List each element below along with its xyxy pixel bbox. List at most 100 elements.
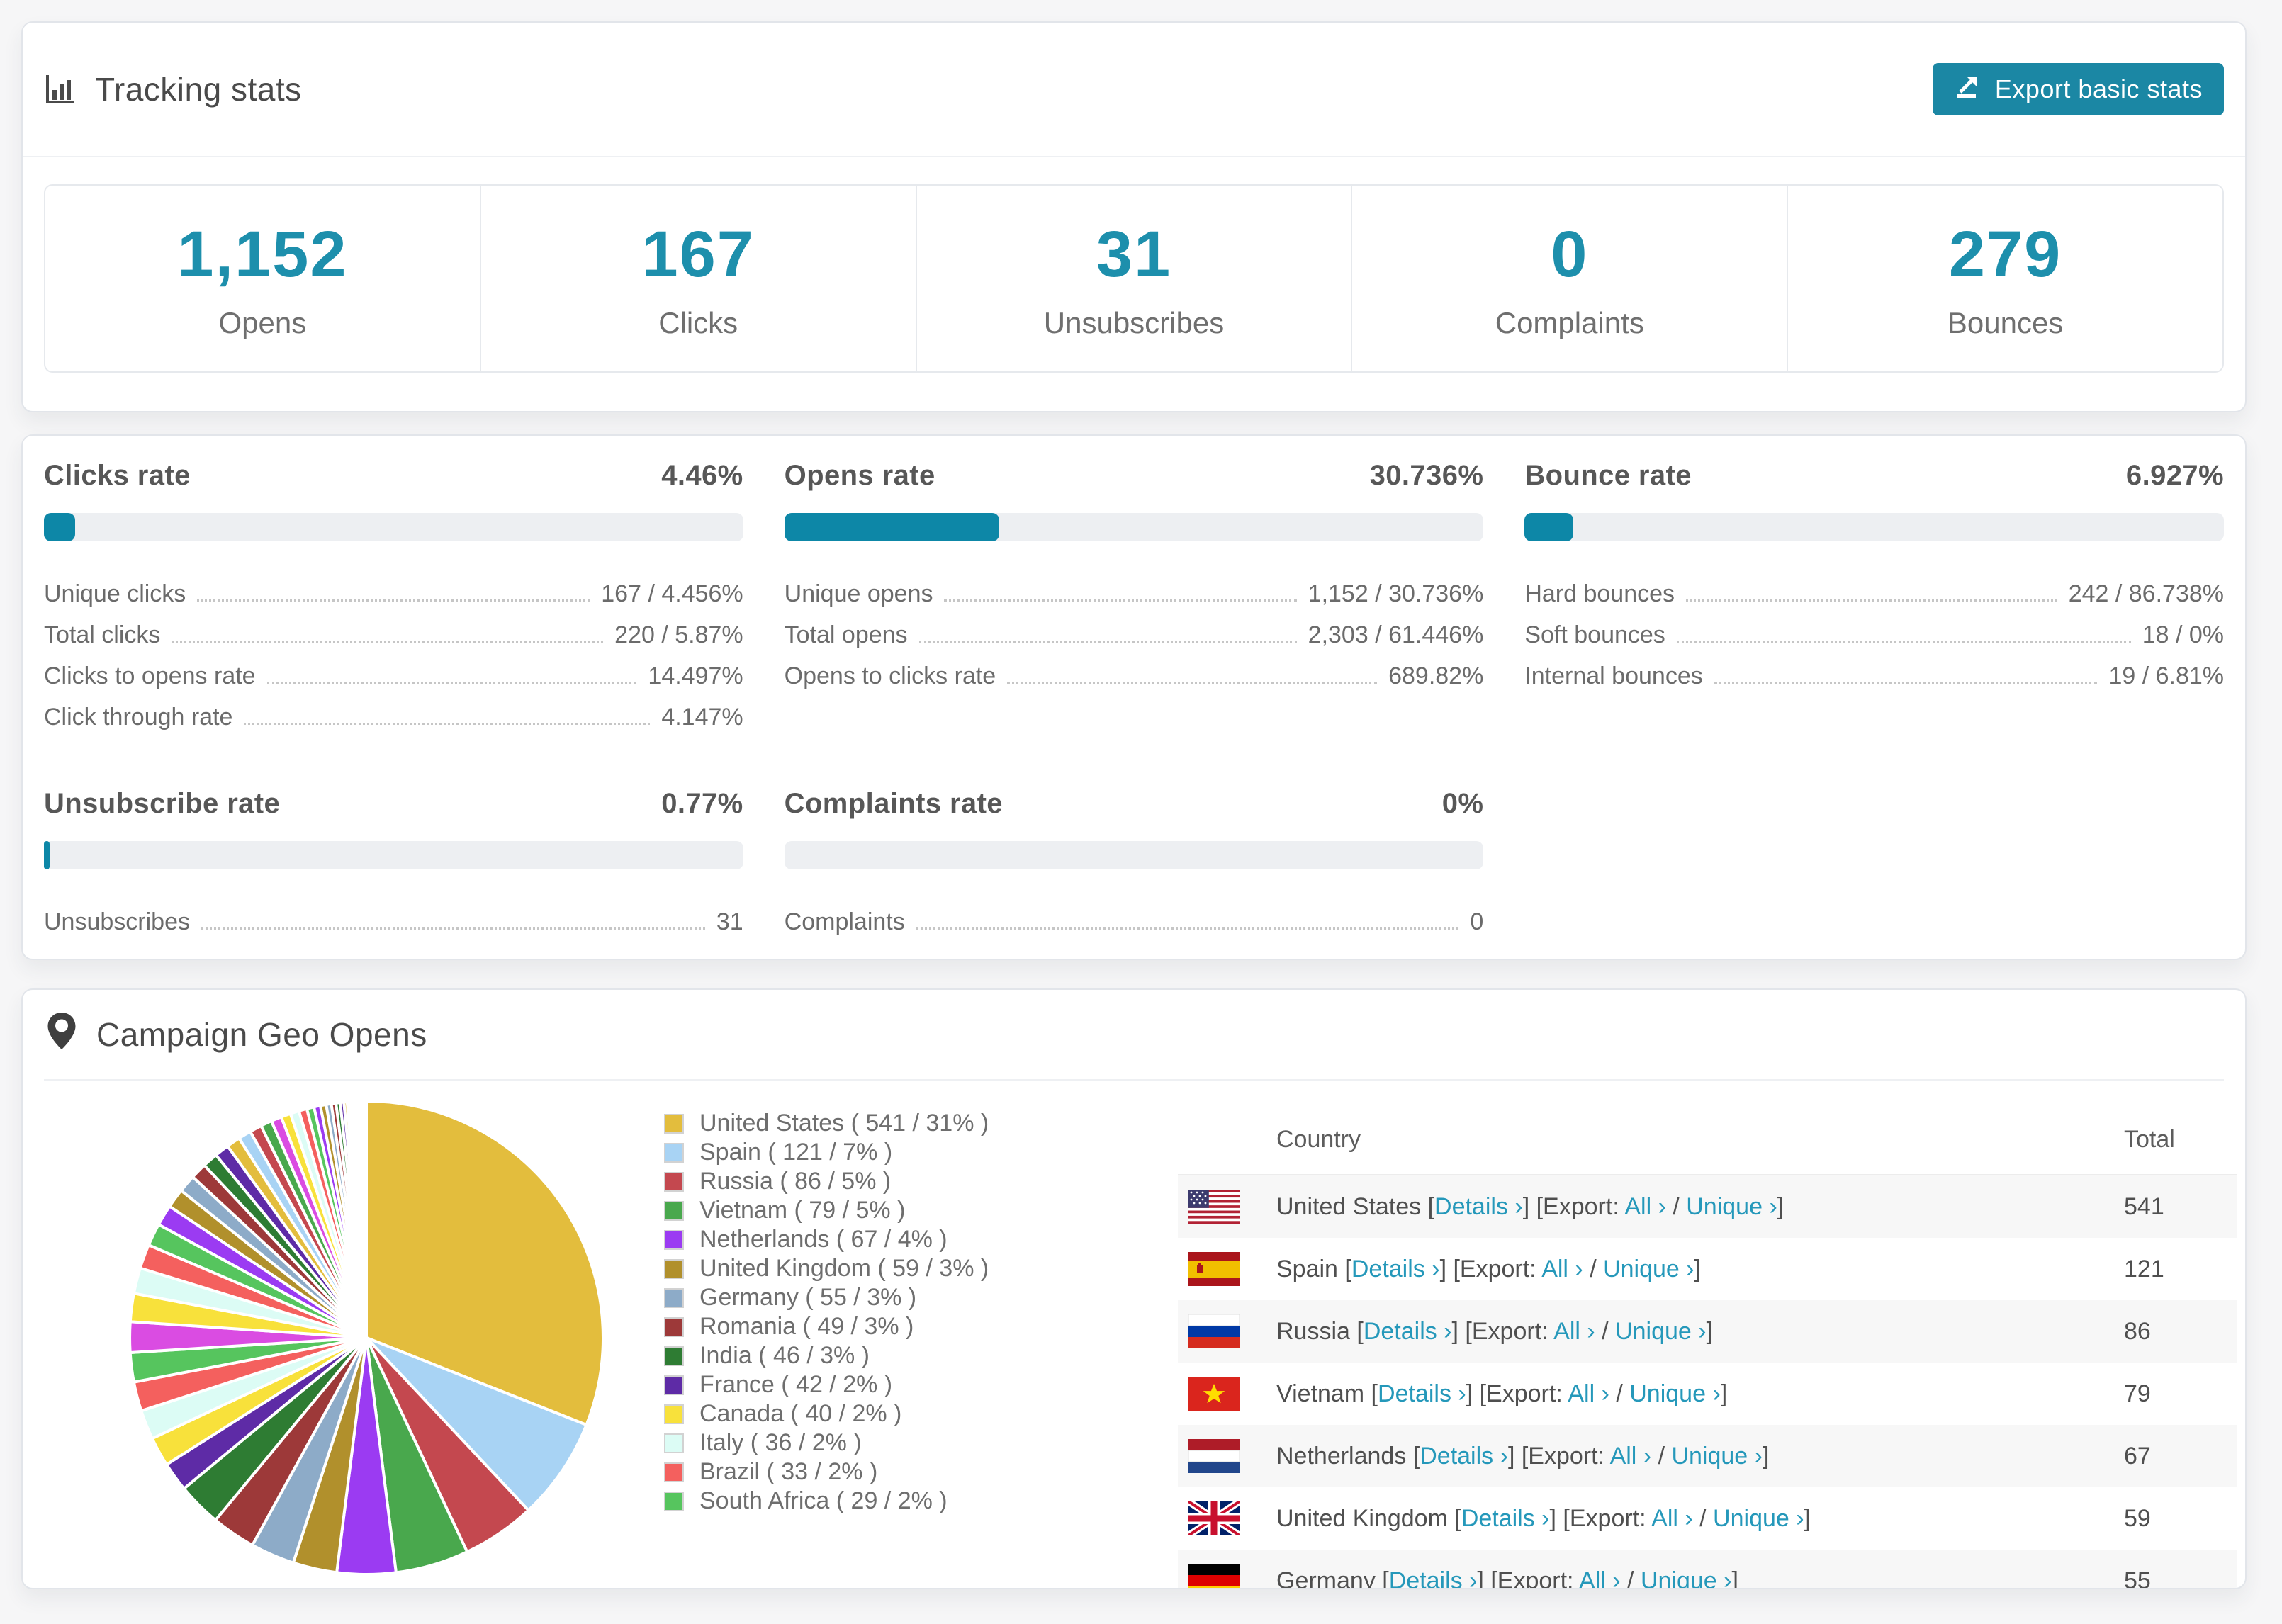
stat-row-value: 1,152 / 30.736% [1308,580,1484,607]
rates-card: Clicks rate 4.46% Unique clicks 167 / 4.4… [21,434,2247,960]
stat-row-label: Total clicks [44,621,161,648]
dotted-leader [197,599,590,602]
stat-row: Click through rate 4.147% [44,693,743,734]
legend-label: France ( 42 / 2% ) [699,1371,893,1398]
stat-row-value: 0 [1470,908,1484,935]
legend-label: United Kingdom ( 59 / 3% ) [699,1255,989,1282]
total-value: 67 [2124,1442,2151,1470]
export-all-link[interactable]: All › [1541,1255,1583,1282]
geo-opens-header: Campaign Geo Opens [23,990,2245,1079]
export-unique-link[interactable]: Unique › [1629,1380,1721,1407]
export-unique-link[interactable]: Unique › [1603,1255,1694,1282]
rate-panel-opens: Opens rate 30.736% Unique opens 1,152 / 3… [784,460,1484,734]
stat-row-label: Internal bounces [1524,662,1703,689]
stat-row-value: 220 / 5.87% [614,621,743,648]
legend-swatch [664,1258,684,1279]
export-unique-link[interactable]: Unique › [1671,1442,1763,1470]
export-icon [1954,72,1982,107]
country-cell: Russia [Details ›] [Export: All › / Uniq… [1276,1317,1714,1345]
details-link[interactable]: Details › [1434,1192,1523,1220]
dotted-leader [1686,599,2057,602]
tracking-stats-card: Tracking stats Export basic stats 1,152 … [21,21,2247,412]
legend-label: Italy ( 36 / 2% ) [699,1429,862,1456]
country-row-ru: Russia [Details ›] [Export: All › / Uniq… [1178,1300,2237,1363]
progress-bar [1524,513,2224,541]
stat-row-label: Complaints [784,908,905,935]
stat-row-value: 31 [716,908,743,935]
total-value: 55 [2124,1567,2151,1589]
export-all-link[interactable]: All › [1624,1192,1666,1220]
es-flag-icon [1188,1252,1240,1286]
dotted-leader [1007,682,1378,684]
rate-panel-clicks: Clicks rate 4.46% Unique clicks 167 / 4.4… [44,460,743,734]
stat-row-value: 4.147% [661,704,743,731]
total-value: 59 [2124,1504,2151,1532]
legend-swatch [664,1171,684,1192]
legend-item: Spain ( 121 / 7% ) [664,1138,989,1167]
geo-body: United States ( 541 / 31% ) Spain ( 121 /… [23,1081,2245,1589]
export-unique-link[interactable]: Unique › [1615,1317,1707,1345]
country-row-es: Spain [Details ›] [Export: All › / Uniqu… [1178,1238,2237,1300]
stat-row-label: Opens to clicks rate [784,662,996,689]
details-link[interactable]: Details › [1363,1317,1452,1345]
page-title: Tracking stats [44,70,302,108]
stat-row-value: 18 / 0% [2142,621,2224,648]
legend-label: South Africa ( 29 / 2% ) [699,1487,948,1514]
progress-fill [1524,513,1573,541]
gb-flag-icon [1188,1501,1240,1535]
details-link[interactable]: Details › [1378,1380,1466,1407]
progress-bar [44,841,743,869]
dotted-leader [1676,641,2131,643]
stat-bounces: 279 Bounces [1947,218,2064,339]
export-all-link[interactable]: All › [1579,1567,1621,1589]
export-all-link[interactable]: All › [1553,1317,1595,1345]
country-cell: Vietnam [Details ›] [Export: All › / Uni… [1276,1380,1728,1407]
export-all-link[interactable]: All › [1651,1504,1693,1532]
rate-title: Unsubscribe rate [44,788,281,819]
export-unique-link[interactable]: Unique › [1686,1192,1777,1220]
map-pin-icon [47,1012,77,1058]
details-link[interactable]: Details › [1388,1567,1478,1589]
stat-row-label: Click through rate [44,704,233,731]
legend-label: India ( 46 / 3% ) [699,1342,870,1369]
export-basic-stats-button[interactable]: Export basic stats [1932,63,2224,115]
stat-opens: 1,152 Opens [45,186,481,371]
country-row-gb: United Kingdom [Details ›] [Export: All … [1178,1487,2237,1550]
dotted-leader [1714,682,2098,684]
export-unique-link[interactable]: Unique › [1640,1567,1732,1589]
legend-label: Canada ( 40 / 2% ) [699,1400,902,1427]
legend-label: Vietnam ( 79 / 5% ) [699,1197,906,1224]
pie-legend: United States ( 541 / 31% ) Spain ( 121 /… [664,1109,989,1516]
details-link[interactable]: Details › [1461,1504,1550,1532]
rate-panel-bounce: Bounce rate 6.927% Hard bounces 242 / 86.… [1524,460,2224,734]
export-all-link[interactable]: All › [1568,1380,1609,1407]
legend-swatch [664,1287,684,1308]
stat-row-value: 19 / 6.81% [2108,662,2224,689]
export-all-link[interactable]: All › [1609,1442,1652,1470]
stat-row: Unsubscribes 31 [44,898,743,939]
legend-item: Brazil ( 33 / 2% ) [664,1457,989,1487]
summary-stats-box: 1,152 Opens 167 Clicks 31 Unsubscribes 0… [44,184,2224,373]
geo-opens-card: Campaign Geo Opens United States ( 541 /… [21,988,2247,1589]
legend-swatch [664,1433,684,1453]
dotted-leader [266,682,637,684]
export-unique-link[interactable]: Unique › [1713,1504,1804,1532]
dotted-leader [916,927,1459,930]
rate-title: Clicks rate [44,460,191,491]
legend-item: Italy ( 36 / 2% ) [664,1428,989,1457]
legend-item: Vietnam ( 79 / 5% ) [664,1196,989,1225]
de-flag-icon [1188,1564,1240,1588]
legend-swatch [664,1462,684,1482]
dotted-leader [201,927,705,930]
details-link[interactable]: Details › [1351,1255,1440,1282]
dotted-leader [918,641,1297,643]
details-link[interactable]: Details › [1420,1442,1508,1470]
rate-panel-unsubscribe: Unsubscribe rate 0.77% Unsubscribes 31 [44,788,743,939]
progress-fill [784,513,999,541]
total-value: 121 [2124,1255,2164,1282]
legend-swatch [664,1375,684,1395]
legend-item: Russia ( 86 / 5% ) [664,1167,989,1196]
legend-swatch [664,1229,684,1250]
ru-flag-icon [1188,1314,1240,1348]
stat-row-value: 2,303 / 61.446% [1308,621,1484,648]
